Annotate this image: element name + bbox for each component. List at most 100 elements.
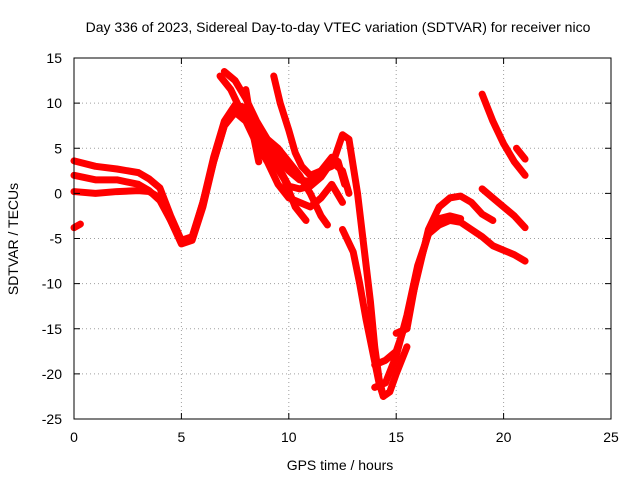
data-point xyxy=(272,82,279,89)
data-point xyxy=(285,187,292,194)
data-point xyxy=(286,190,293,197)
data-point xyxy=(291,146,298,153)
data-point xyxy=(297,160,304,167)
data-point xyxy=(74,158,81,165)
data-point xyxy=(484,104,491,111)
data-point xyxy=(399,354,406,361)
data-point xyxy=(522,156,529,163)
data-point xyxy=(328,163,335,170)
data-point xyxy=(286,130,293,137)
data-point xyxy=(383,377,390,384)
data-point xyxy=(416,261,423,268)
data-point xyxy=(207,173,214,180)
data-point xyxy=(481,96,488,103)
y-tick-label: -5 xyxy=(50,231,63,247)
series-line xyxy=(270,72,411,400)
data-point xyxy=(283,182,290,189)
data-point xyxy=(285,127,292,134)
data-point xyxy=(480,93,487,100)
axis-ticks: 0 5 10 15 20 25 -25 -20 -15 -10 -5 0 5 10 15 xyxy=(42,50,619,445)
data-point xyxy=(287,193,294,200)
data-point xyxy=(488,115,495,122)
data-point xyxy=(220,125,227,132)
data-point xyxy=(332,151,339,158)
data-point xyxy=(198,209,205,216)
series-line xyxy=(371,216,529,391)
data-point xyxy=(195,217,202,224)
data-point xyxy=(339,199,346,206)
data-point xyxy=(421,244,428,251)
y-tick-label: 0 xyxy=(54,185,62,201)
data-point xyxy=(396,362,403,369)
data-point xyxy=(278,103,285,110)
data-point xyxy=(189,237,196,244)
data-point xyxy=(218,131,225,138)
data-point xyxy=(204,185,211,192)
data-point xyxy=(199,203,206,210)
data-point xyxy=(293,152,300,159)
data-point xyxy=(487,112,494,119)
data-point xyxy=(422,242,429,249)
data-point xyxy=(402,346,409,353)
data-point xyxy=(486,110,493,117)
data-point xyxy=(339,167,346,174)
data-point xyxy=(391,376,398,383)
data-point xyxy=(324,221,331,228)
data-point xyxy=(216,139,223,146)
data-point xyxy=(288,135,295,142)
data-point xyxy=(394,368,401,375)
data-point xyxy=(289,138,296,145)
data-point xyxy=(403,343,410,350)
series-track-g xyxy=(242,86,263,166)
data-point xyxy=(213,147,220,154)
y-tick-label: -25 xyxy=(42,411,62,427)
data-point xyxy=(345,187,352,194)
data-point xyxy=(292,149,299,156)
data-point xyxy=(389,360,396,367)
data-point xyxy=(387,385,394,392)
data-point xyxy=(282,118,289,125)
data-point xyxy=(394,345,401,352)
data-point xyxy=(275,94,282,101)
data-point xyxy=(382,379,389,386)
data-point xyxy=(479,91,486,98)
data-point xyxy=(331,154,338,161)
data-point xyxy=(202,194,209,201)
data-point xyxy=(77,159,84,166)
data-point xyxy=(86,161,93,168)
data-point xyxy=(217,136,224,143)
y-tick-label: -10 xyxy=(42,276,62,292)
data-point xyxy=(283,121,290,128)
data-point xyxy=(207,170,214,177)
data-point xyxy=(333,148,340,155)
data-point xyxy=(414,267,421,274)
data-point xyxy=(419,250,426,257)
data-point xyxy=(343,181,350,188)
data-point xyxy=(219,128,226,135)
data-point xyxy=(196,215,203,222)
series-track-o xyxy=(512,144,529,163)
data-point xyxy=(77,221,84,228)
data-point xyxy=(276,97,283,104)
series-track-k xyxy=(371,192,497,369)
data-point xyxy=(391,358,398,365)
data-point xyxy=(80,160,87,167)
y-tick-label: 10 xyxy=(46,95,62,111)
data-point xyxy=(210,158,217,165)
data-point xyxy=(379,390,386,397)
x-tick-label: 15 xyxy=(388,429,404,445)
data-point xyxy=(385,371,392,378)
data-point xyxy=(386,388,393,395)
data-point xyxy=(345,190,352,197)
data-point xyxy=(213,150,220,157)
data-point xyxy=(392,373,399,380)
data-point xyxy=(482,99,489,106)
x-tick-label: 10 xyxy=(281,429,297,445)
data-point xyxy=(284,124,291,131)
data-point xyxy=(422,239,429,246)
data-point xyxy=(270,73,277,80)
data-point xyxy=(281,112,288,119)
data-point xyxy=(344,184,351,191)
data-point xyxy=(209,161,216,168)
data-point xyxy=(280,109,287,116)
